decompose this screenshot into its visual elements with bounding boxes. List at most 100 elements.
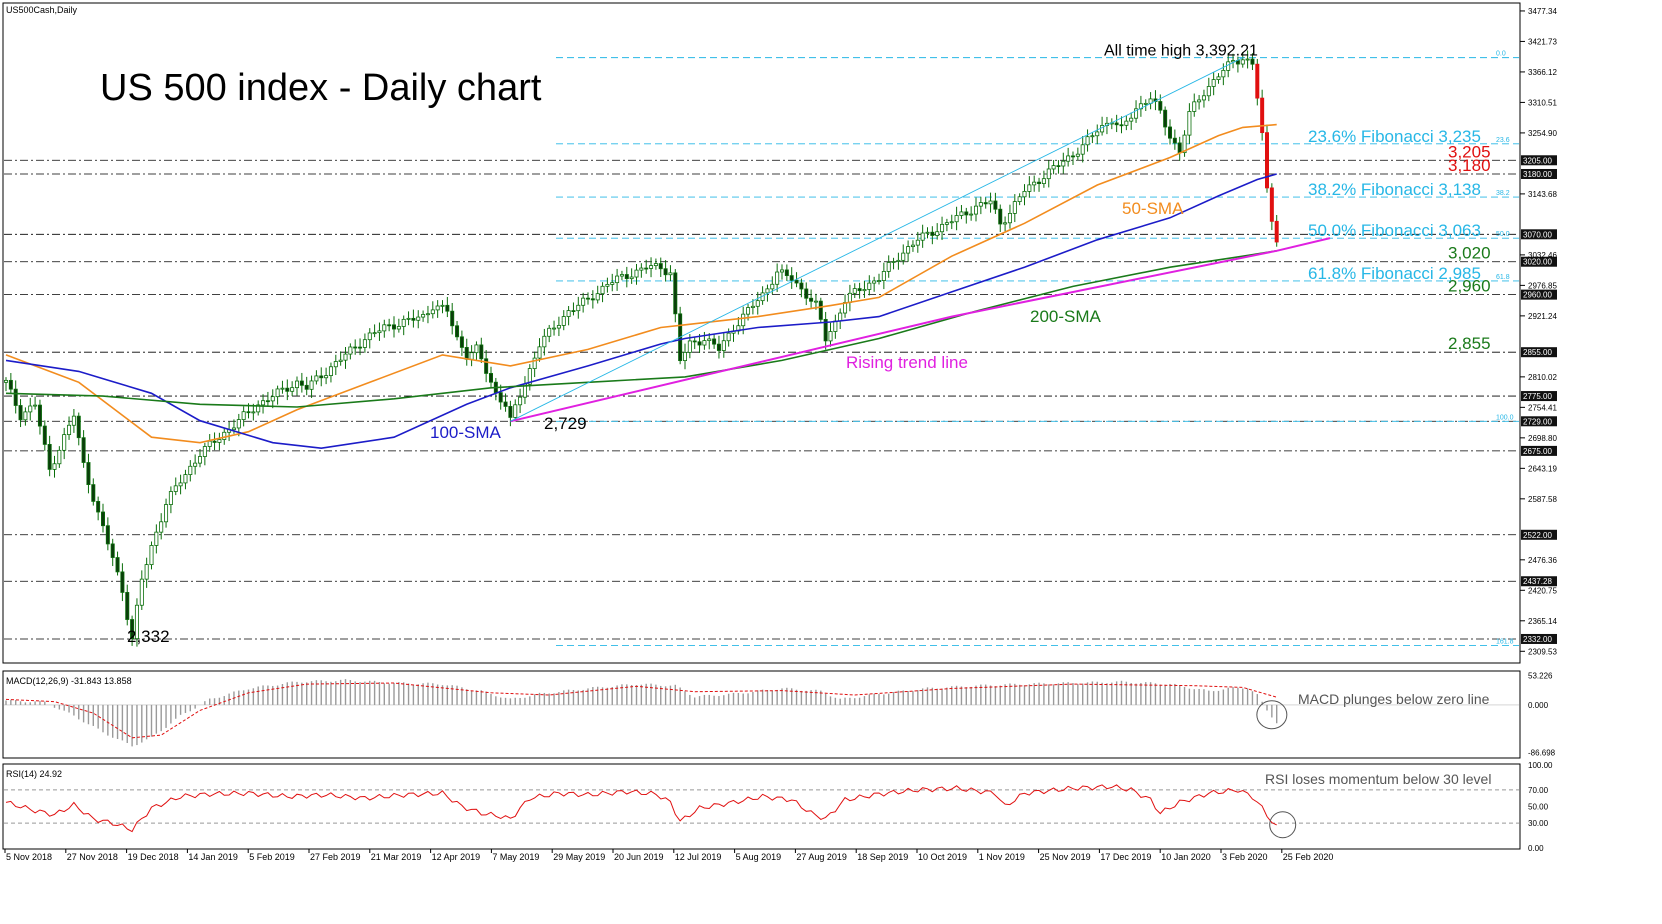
candle-body	[251, 411, 256, 414]
candle-body	[552, 327, 557, 330]
fib-level-tag: 50.0	[1496, 231, 1510, 238]
candle-body	[391, 324, 396, 330]
candle-body	[789, 275, 794, 281]
candle-body	[197, 456, 202, 464]
candle-body	[804, 288, 809, 299]
candle-body	[265, 400, 270, 403]
y-tick-label: 2643.19	[1528, 464, 1557, 473]
candle-body	[1051, 165, 1056, 170]
candle-body	[76, 415, 81, 439]
candle-body	[721, 340, 726, 351]
candle-body	[586, 297, 591, 300]
level-tag-text: 2960.00	[1523, 291, 1552, 300]
candle-body	[741, 313, 746, 327]
candle-body	[644, 267, 649, 270]
rsi-tick-label: 70.00	[1528, 786, 1549, 795]
candle-body	[634, 269, 639, 278]
candle-body	[416, 316, 421, 321]
candle-body	[615, 275, 620, 284]
candle-body	[1037, 181, 1042, 184]
candle-body	[421, 314, 426, 318]
x-tick-label: 25 Nov 2019	[1040, 852, 1091, 862]
candle-body	[202, 446, 207, 457]
y-tick-label: 3310.51	[1528, 98, 1557, 107]
candle-body	[896, 259, 901, 262]
candle-body	[270, 396, 275, 402]
series-50-sma	[5, 123, 1277, 444]
candle-body	[193, 462, 198, 467]
candle-body	[901, 252, 906, 261]
x-tick-label: 5 Feb 2019	[249, 852, 295, 862]
candle-body	[149, 545, 154, 566]
candle-body	[115, 557, 120, 573]
candle-body	[561, 316, 566, 326]
candle-body	[110, 543, 115, 558]
candle-body	[1129, 117, 1134, 122]
x-tick-label: 7 May 2019	[492, 852, 539, 862]
rsi-tick-label: 0.00	[1528, 844, 1544, 853]
candle-body	[290, 387, 295, 392]
candle-body	[687, 340, 692, 353]
candle-body	[314, 375, 319, 382]
level-tag-text: 3070.00	[1523, 230, 1552, 239]
candle-body	[595, 293, 600, 301]
candle-body	[828, 331, 833, 342]
candle-body	[328, 366, 333, 376]
candle-body	[746, 307, 751, 315]
candle-body	[377, 330, 382, 334]
y-tick-label: 2698.80	[1528, 434, 1557, 443]
candle-body	[1245, 58, 1250, 61]
candle-body	[619, 274, 624, 277]
candle-body	[813, 300, 818, 303]
candle-body	[1269, 187, 1274, 222]
candle-body	[784, 269, 789, 277]
axis-layer: 3477.34 3421.73 3366.12 3310.51 3254.90 3143.…	[4, 7, 1557, 862]
candle-body	[309, 380, 314, 390]
candle-body	[833, 320, 838, 332]
candle-body	[304, 384, 309, 390]
candle-body	[600, 285, 605, 295]
candle-body	[28, 405, 33, 413]
candle-body	[1012, 201, 1017, 214]
candle-body	[159, 521, 164, 533]
rsi-label: RSI(14) 24.92	[6, 769, 62, 779]
sma50-label: 50-SMA	[1122, 199, 1184, 218]
candle-body	[508, 406, 513, 418]
candle-body	[1177, 142, 1182, 154]
candle-body	[261, 400, 266, 406]
candle-body	[581, 297, 586, 306]
candle-body	[1265, 132, 1270, 189]
candle-body	[333, 361, 338, 368]
candle-body	[770, 283, 775, 290]
level-tag-bg	[1521, 391, 1557, 402]
candle-body	[450, 310, 455, 327]
candle-body	[566, 310, 571, 317]
candle-body	[372, 332, 377, 335]
candle-body	[120, 571, 125, 593]
level-tag-bg	[1521, 416, 1557, 427]
level-tag-text: 2332.00	[1523, 635, 1552, 644]
candle-body	[348, 346, 353, 355]
candle-body	[755, 300, 760, 307]
candle-body	[280, 387, 285, 390]
candle-body	[707, 338, 712, 341]
candle-body	[37, 404, 42, 427]
x-tick-label: 21 Mar 2019	[371, 852, 422, 862]
candle-body	[1100, 125, 1105, 133]
candle-body	[930, 231, 935, 236]
macd-label: MACD(12,26,9) -31.843 13.858	[6, 676, 132, 686]
macd-tick-label: -86.698	[1528, 748, 1556, 757]
candle-body	[906, 246, 911, 254]
candle-body	[668, 272, 673, 276]
candle-body	[212, 440, 217, 443]
y-tick-label: 2976.85	[1528, 281, 1557, 290]
rsi-annotation: RSI loses momentum below 30 level	[1265, 771, 1491, 787]
x-tick-label: 27 Nov 2018	[67, 852, 118, 862]
y-tick-label: 3477.34	[1528, 7, 1557, 16]
candle-body	[610, 282, 615, 285]
y-tick-label: 3032.46	[1528, 251, 1557, 260]
candle-body	[527, 368, 532, 385]
candle-body	[683, 351, 688, 362]
candle-body	[1211, 79, 1216, 87]
x-tick-label: 12 Apr 2019	[432, 852, 481, 862]
